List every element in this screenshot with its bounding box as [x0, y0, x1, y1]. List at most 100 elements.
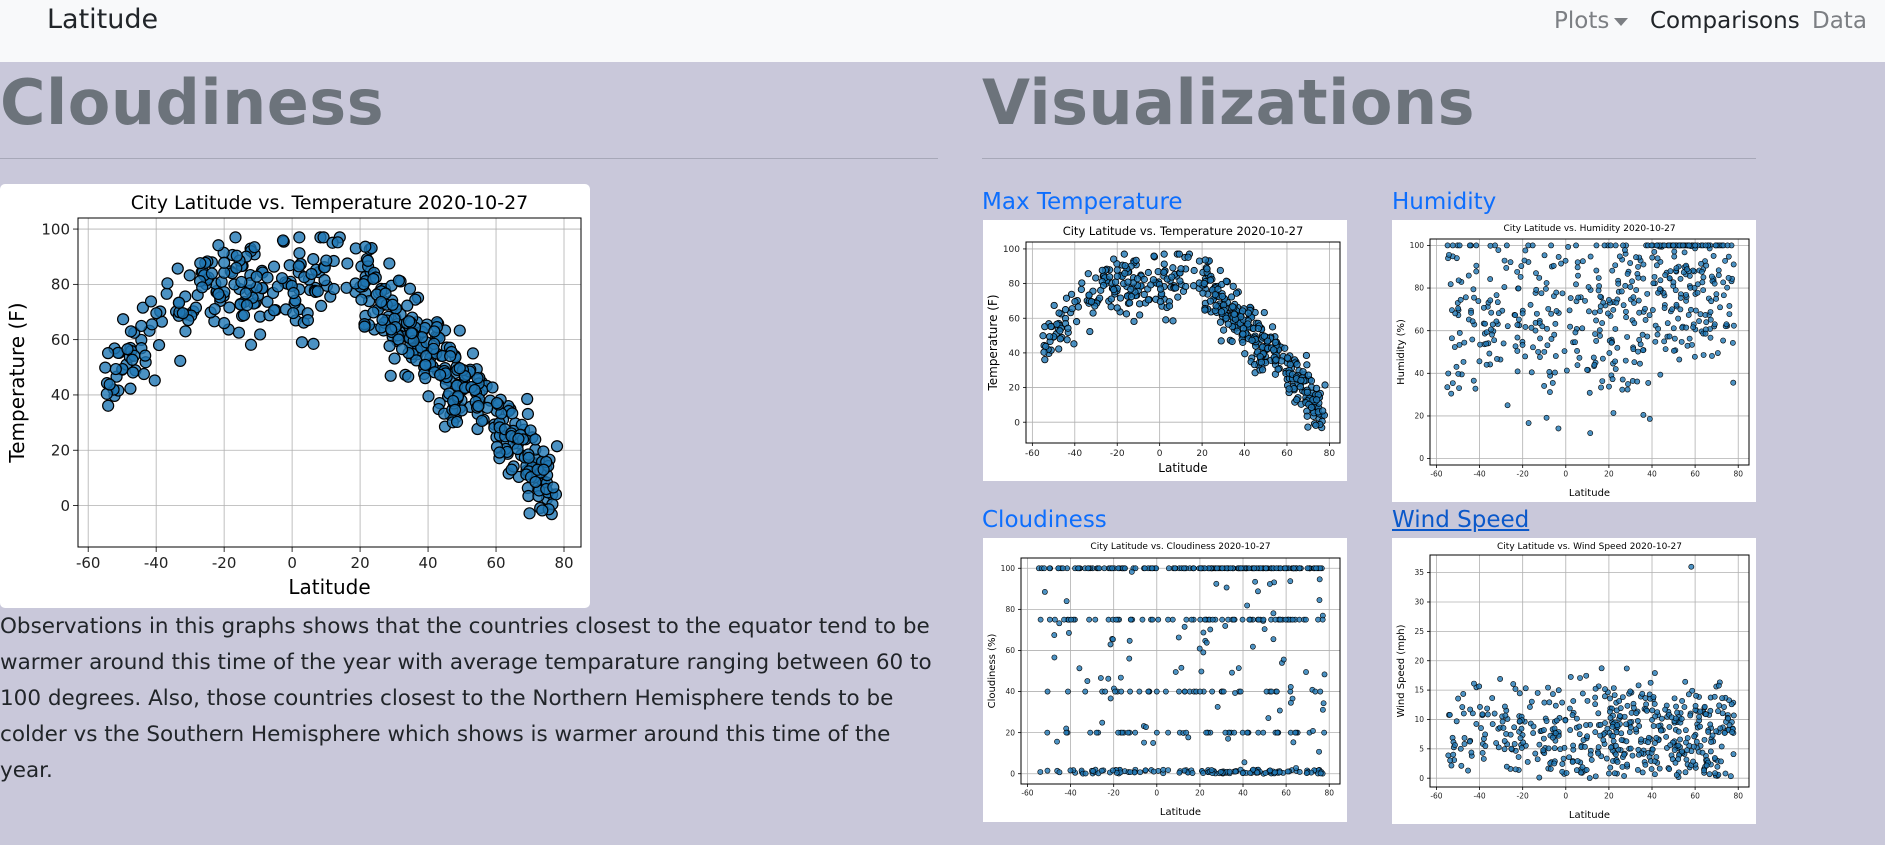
- data-point: [1248, 336, 1256, 344]
- data-point: [1653, 242, 1660, 249]
- data-point: [1679, 698, 1685, 704]
- data-point: [1514, 348, 1521, 354]
- data-point: [490, 396, 504, 410]
- data-point: [1489, 695, 1496, 701]
- x-tick-label: 60: [1281, 449, 1293, 459]
- data-point: [1601, 693, 1608, 700]
- data-point: [1241, 759, 1248, 766]
- data-point: [1711, 280, 1718, 287]
- data-point: [1037, 616, 1044, 623]
- data-point: [1657, 371, 1664, 378]
- data-point: [150, 307, 163, 320]
- data-point: [1702, 312, 1709, 318]
- data-point: [1562, 717, 1569, 724]
- data-point: [1620, 302, 1627, 309]
- data-point: [453, 324, 466, 337]
- data-point: [1609, 723, 1616, 730]
- data-point: [230, 249, 243, 262]
- thumb-humidity-image[interactable]: City Latitude vs. Humidity 2020-10-27 -60…: [1392, 220, 1756, 502]
- data-point: [1694, 281, 1701, 288]
- data-point: [1707, 334, 1714, 341]
- link-cloudiness[interactable]: Cloudiness: [982, 507, 1107, 533]
- data-point: [1150, 740, 1157, 746]
- plot-frame: [1020, 557, 1341, 785]
- data-point: [1545, 684, 1551, 691]
- y-tick-label: 10: [1414, 715, 1424, 724]
- nav-comparisons[interactable]: Comparisons: [1650, 8, 1800, 34]
- data-point: [1153, 688, 1160, 695]
- data-point: [1566, 307, 1573, 314]
- data-point: [1572, 329, 1579, 336]
- x-tick-label: -60: [1021, 789, 1033, 798]
- data-point: [1504, 323, 1511, 330]
- data-point: [1678, 715, 1685, 722]
- data-point: [229, 231, 242, 244]
- data-point: [1303, 770, 1310, 776]
- data-point: [1136, 311, 1144, 319]
- data-point: [1137, 769, 1144, 776]
- data-point: [1730, 322, 1737, 329]
- data-point: [1459, 704, 1466, 710]
- data-point: [359, 240, 372, 253]
- data-point: [1235, 665, 1242, 672]
- data-point: [1671, 248, 1678, 255]
- data-point: [1573, 281, 1579, 288]
- data-point: [1510, 681, 1517, 687]
- data-point: [1555, 253, 1562, 260]
- data-point: [1303, 412, 1311, 420]
- thumb-temperature-chart: City Latitude vs. Temperature 2020-10-27…: [986, 224, 1341, 475]
- data-point: [1448, 390, 1455, 397]
- data-point: [1672, 287, 1679, 294]
- plot-frame: [77, 217, 582, 548]
- data-point: [1486, 350, 1493, 357]
- data-point: [1184, 253, 1192, 261]
- data-point: [1244, 320, 1252, 328]
- data-point: [1651, 273, 1658, 280]
- data-point: [1290, 739, 1297, 746]
- data-point: [135, 319, 148, 333]
- data-point: [1671, 253, 1678, 260]
- data-point: [1457, 296, 1464, 303]
- data-point: [1183, 729, 1190, 736]
- thumb-wind-image[interactable]: City Latitude vs. Wind Speed 2020-10-27 -…: [1392, 538, 1756, 824]
- data-point: [1636, 336, 1643, 343]
- data-point: [1512, 343, 1519, 350]
- data-point: [1102, 688, 1109, 695]
- navbar-brand[interactable]: Latitude: [47, 4, 159, 35]
- data-point: [1700, 287, 1707, 294]
- nav-data[interactable]: Data: [1812, 8, 1867, 34]
- data-point: [1555, 687, 1562, 694]
- data-point: [1649, 254, 1656, 261]
- data-point: [1302, 351, 1311, 360]
- data-point: [1165, 565, 1172, 572]
- nav-plots-dropdown[interactable]: Plots: [1554, 8, 1629, 34]
- thumb-temperature-image[interactable]: City Latitude vs. Temperature 2020-10-27…: [983, 220, 1347, 481]
- data-point: [1479, 749, 1486, 756]
- data-point: [1651, 670, 1658, 676]
- data-point: [176, 307, 189, 320]
- data-point: [1252, 578, 1259, 585]
- data-point: [1649, 746, 1656, 753]
- link-max-temperature[interactable]: Max Temperature: [982, 189, 1183, 215]
- data-point: [315, 299, 328, 313]
- link-wind-speed[interactable]: Wind Speed: [1392, 507, 1530, 533]
- data-point: [1514, 268, 1521, 275]
- data-point: [1675, 315, 1682, 322]
- data-point: [1456, 242, 1463, 249]
- data-point: [1450, 751, 1457, 758]
- data-point: [1297, 376, 1305, 384]
- x-tick-label: -20: [1110, 449, 1125, 459]
- data-point: [1631, 320, 1638, 327]
- data-point: [1701, 703, 1708, 710]
- link-humidity[interactable]: Humidity: [1392, 189, 1497, 215]
- data-point: [1610, 306, 1617, 313]
- data-point: [1593, 242, 1600, 249]
- data-point: [1473, 721, 1480, 727]
- data-point: [1250, 766, 1257, 773]
- data-point: [1645, 739, 1651, 746]
- data-point: [1584, 366, 1591, 373]
- data-point: [1500, 725, 1507, 731]
- data-point: [486, 381, 499, 394]
- thumb-cloudiness-image[interactable]: City Latitude vs. Cloudiness 2020-10-27 -…: [983, 538, 1347, 822]
- data-point: [1532, 750, 1539, 757]
